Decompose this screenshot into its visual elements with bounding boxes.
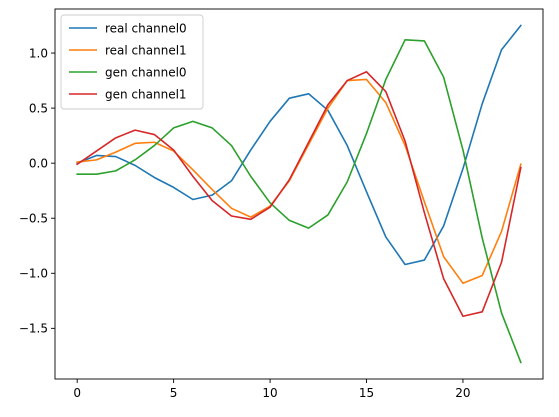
x-axis-ticks: 0 5 10 15 20 xyxy=(73,379,471,400)
series-line-gen-channel0 xyxy=(76,39,522,364)
legend-label: gen channel0 xyxy=(105,65,187,79)
series-line-real-channel0 xyxy=(76,24,522,266)
x-tick-label: 10 xyxy=(262,386,277,400)
y-axis-ticks: −1.5 −1.0 −0.5 0.0 0.5 1.0 xyxy=(19,46,55,336)
y-tick-label: 0.0 xyxy=(29,156,48,170)
y-tick-label: −1.5 xyxy=(19,322,48,336)
legend-label: real channel0 xyxy=(105,21,187,35)
y-tick-label: −1.0 xyxy=(19,267,48,281)
axes-frame xyxy=(54,8,544,380)
y-tick-label: 1.0 xyxy=(29,46,48,60)
legend: real channel0 real channel1 gen channel0 ge… xyxy=(60,14,204,110)
x-tick-label: 5 xyxy=(170,386,178,400)
legend-box xyxy=(60,14,204,110)
y-tick-label: 0.5 xyxy=(29,101,48,115)
series-line-gen-channel1 xyxy=(76,70,522,318)
series-lines xyxy=(76,24,522,364)
x-tick-label: 20 xyxy=(455,386,470,400)
x-tick-label: 15 xyxy=(359,386,374,400)
x-tick-label: 0 xyxy=(73,386,81,400)
y-tick-label: −0.5 xyxy=(19,212,48,226)
legend-label: gen channel1 xyxy=(105,87,187,101)
legend-label: real channel1 xyxy=(105,43,187,57)
